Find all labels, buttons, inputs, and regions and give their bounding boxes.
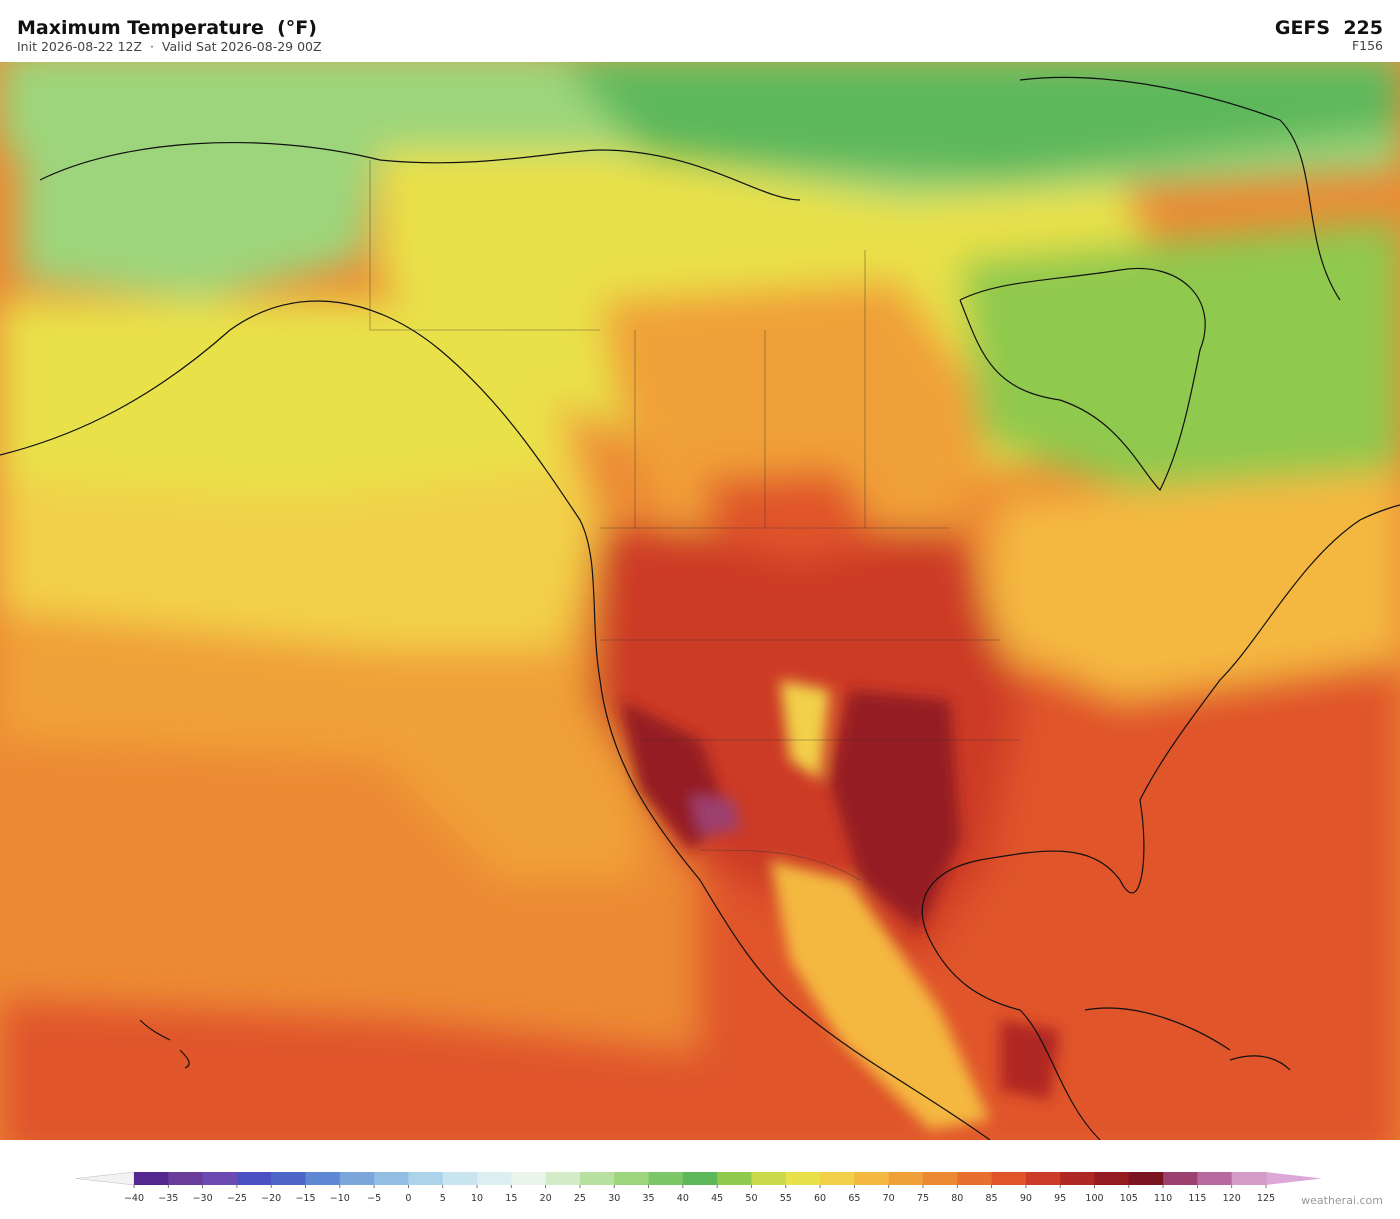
tick-label: 105 <box>1120 1193 1138 1204</box>
color-bin <box>1163 1172 1198 1185</box>
color-bin <box>820 1172 855 1185</box>
tick-label: 40 <box>677 1193 689 1204</box>
borders <box>369 160 1020 881</box>
color-bin <box>1128 1172 1164 1185</box>
tick-label: 60 <box>814 1193 826 1204</box>
tick-label: 75 <box>917 1193 929 1204</box>
tick-label: 20 <box>540 1193 552 1204</box>
tick-label: 85 <box>986 1193 998 1204</box>
tick-label: 45 <box>711 1193 723 1204</box>
color-bin <box>374 1172 409 1185</box>
color-bin <box>1197 1172 1233 1185</box>
color-bin <box>922 1172 958 1185</box>
color-bin <box>236 1172 272 1185</box>
color-bin <box>545 1172 581 1185</box>
tick-label: 70 <box>883 1193 895 1204</box>
subtitle: Init 2026-08-22 12Z · Valid Sat 2026-08-… <box>17 39 322 54</box>
map <box>0 62 1400 1140</box>
tick-label: −35 <box>158 1193 178 1204</box>
color-bin <box>1025 1172 1061 1185</box>
color-bin <box>991 1172 1027 1185</box>
color-bin <box>168 1172 204 1185</box>
tick-label: −15 <box>295 1193 315 1204</box>
color-bin <box>1094 1172 1130 1185</box>
tick-label: 110 <box>1154 1193 1172 1204</box>
credit: weatherai.com <box>1301 1194 1383 1207</box>
color-bin <box>477 1172 512 1185</box>
color-bin <box>202 1172 238 1185</box>
color-bin <box>751 1172 787 1185</box>
color-bin <box>717 1172 752 1185</box>
tick-label: 125 <box>1257 1193 1275 1204</box>
colorbar-under <box>75 1171 135 1186</box>
color-bin <box>339 1172 375 1185</box>
color-bin <box>408 1172 444 1185</box>
tick-label: 100 <box>1085 1193 1103 1204</box>
color-bin <box>442 1172 478 1185</box>
coastlines <box>0 76 1400 1140</box>
color-bin <box>305 1172 341 1185</box>
color-bin <box>888 1172 924 1185</box>
color-bin <box>854 1172 890 1185</box>
colorbar: −40 −35 −30 −25 −20 −15 −10 −5 0 5 10 15 20 25 30 35 40 4… <box>75 1171 1322 1204</box>
tick-label: 80 <box>951 1193 963 1204</box>
color-bin <box>1231 1172 1267 1185</box>
tick-label: 5 <box>440 1193 446 1204</box>
tick-label: 35 <box>642 1193 654 1204</box>
color-bin <box>511 1172 547 1185</box>
tick-label: 55 <box>780 1193 792 1204</box>
tick-label: 65 <box>848 1193 860 1204</box>
hot-core <box>620 680 1060 1130</box>
color-bin <box>682 1172 718 1185</box>
tick-label: 30 <box>608 1193 620 1204</box>
tick-label: −5 <box>367 1193 381 1204</box>
color-bin <box>1060 1172 1095 1185</box>
model-label: GEFS 225 <box>1275 17 1383 39</box>
tick-label: −25 <box>227 1193 247 1204</box>
color-bin <box>271 1172 307 1185</box>
color-bin <box>614 1172 650 1185</box>
color-bin <box>648 1172 684 1185</box>
color-bin <box>957 1172 993 1185</box>
tick-label: −10 <box>330 1193 350 1204</box>
tick-label: 15 <box>505 1193 517 1204</box>
forecast-hour: F156 <box>1352 38 1383 53</box>
temperature-field <box>0 62 1400 1140</box>
tick-label: 10 <box>471 1193 483 1204</box>
tick-label: −30 <box>193 1193 213 1204</box>
colorbar-over <box>1266 1172 1322 1185</box>
tick-label: 120 <box>1223 1193 1241 1204</box>
title: Maximum Temperature (°F) <box>17 17 317 39</box>
color-bin <box>134 1172 169 1185</box>
tick-label: 95 <box>1054 1193 1066 1204</box>
tick-label: 115 <box>1188 1193 1206 1204</box>
color-bin <box>785 1172 821 1185</box>
tick-label: 90 <box>1020 1193 1032 1204</box>
tick-label: 0 <box>405 1193 411 1204</box>
tick-label: 25 <box>574 1193 586 1204</box>
tick-label: −20 <box>261 1193 281 1204</box>
color-bin <box>579 1172 615 1185</box>
tick-label: −40 <box>124 1193 144 1204</box>
tick-label: 50 <box>745 1193 757 1204</box>
